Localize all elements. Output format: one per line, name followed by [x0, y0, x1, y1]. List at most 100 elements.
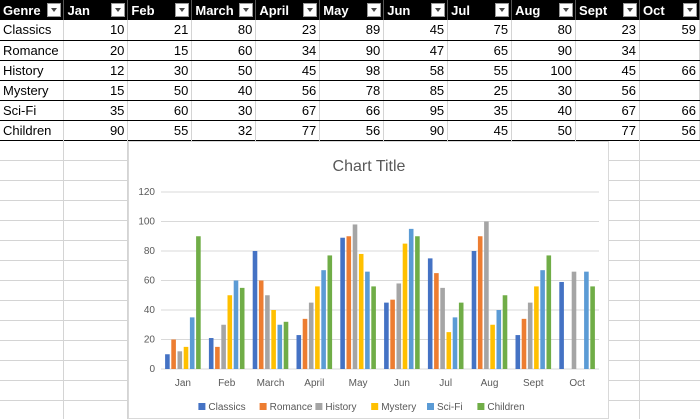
- value-cell[interactable]: 21: [127, 20, 193, 41]
- value-cell[interactable]: 45: [255, 60, 321, 81]
- value-cell[interactable]: 56: [639, 120, 700, 141]
- value-cell[interactable]: 66: [639, 100, 700, 121]
- bar-children-aug[interactable]: [502, 295, 508, 369]
- bar-classics-jan[interactable]: [165, 354, 170, 369]
- bar-classics-april[interactable]: [296, 335, 302, 369]
- bar-classics-jul[interactable]: [427, 258, 433, 369]
- value-cell[interactable]: 45: [575, 60, 640, 81]
- value-cell[interactable]: 90: [511, 40, 577, 61]
- bar-children-feb[interactable]: [239, 287, 245, 369]
- bar-romance-april[interactable]: [302, 318, 308, 369]
- bar-children-march[interactable]: [283, 321, 289, 369]
- bar-mystery-feb[interactable]: [227, 295, 233, 369]
- bar-history-jun[interactable]: [396, 283, 402, 369]
- genre-cell[interactable]: Classics: [0, 20, 65, 41]
- value-cell[interactable]: 40: [511, 100, 577, 121]
- bar-classics-feb[interactable]: [208, 338, 214, 369]
- value-cell[interactable]: 35: [63, 100, 129, 121]
- value-cell[interactable]: 58: [383, 60, 449, 81]
- filter-dropdown-icon[interactable]: [683, 3, 697, 17]
- value-cell[interactable]: 95: [383, 100, 449, 121]
- value-cell[interactable]: 15: [127, 40, 193, 61]
- bar-history-feb[interactable]: [221, 324, 226, 369]
- bar-sci-fi-march[interactable]: [277, 324, 283, 369]
- bar-mystery-aug[interactable]: [490, 324, 495, 369]
- value-cell[interactable]: 23: [575, 20, 640, 41]
- bar-sci-fi-may[interactable]: [365, 271, 370, 369]
- value-cell[interactable]: 77: [575, 120, 640, 141]
- bar-mystery-april[interactable]: [315, 286, 320, 369]
- bar-romance-jan[interactable]: [171, 339, 176, 370]
- value-cell[interactable]: 59: [639, 20, 700, 41]
- filter-dropdown-icon[interactable]: [47, 3, 62, 17]
- value-cell[interactable]: 80: [191, 20, 257, 41]
- value-cell[interactable]: [639, 80, 700, 101]
- bar-history-april[interactable]: [308, 302, 314, 369]
- value-cell[interactable]: 45: [447, 120, 513, 141]
- bar-classics-aug[interactable]: [471, 251, 477, 369]
- value-cell[interactable]: 77: [255, 120, 321, 141]
- bar-romance-sept[interactable]: [521, 318, 527, 369]
- filter-dropdown-icon[interactable]: [495, 3, 510, 17]
- value-cell[interactable]: 10: [63, 20, 129, 41]
- filter-dropdown-icon[interactable]: [431, 3, 446, 17]
- bar-children-jul[interactable]: [458, 302, 464, 369]
- value-cell[interactable]: 100: [511, 60, 577, 81]
- value-cell[interactable]: 56: [255, 80, 321, 101]
- filter-dropdown-icon[interactable]: [239, 3, 254, 17]
- bar-history-may[interactable]: [352, 224, 358, 369]
- value-cell[interactable]: 12: [63, 60, 129, 81]
- value-cell[interactable]: 32: [191, 120, 257, 141]
- bar-classics-may[interactable]: [340, 237, 345, 369]
- bar-sci-fi-sept[interactable]: [540, 270, 545, 369]
- value-cell[interactable]: 66: [319, 100, 385, 121]
- genre-cell[interactable]: Mystery: [0, 80, 65, 101]
- bar-mystery-jan[interactable]: [183, 346, 189, 369]
- bar-classics-jun[interactable]: [384, 302, 389, 369]
- value-cell[interactable]: [639, 40, 700, 61]
- bar-romance-may[interactable]: [346, 236, 352, 369]
- bar-romance-aug[interactable]: [477, 236, 483, 369]
- value-cell[interactable]: 66: [639, 60, 700, 81]
- value-cell[interactable]: 47: [383, 40, 449, 61]
- value-cell[interactable]: 56: [319, 120, 385, 141]
- bar-mystery-march[interactable]: [271, 310, 276, 369]
- bar-classics-march[interactable]: [252, 251, 258, 369]
- value-cell[interactable]: 60: [191, 40, 257, 61]
- bar-sci-fi-jun[interactable]: [408, 228, 414, 369]
- bar-classics-sept[interactable]: [515, 335, 521, 369]
- value-cell[interactable]: 56: [575, 80, 640, 101]
- value-cell[interactable]: 40: [191, 80, 257, 101]
- value-cell[interactable]: 90: [319, 40, 385, 61]
- value-cell[interactable]: 34: [575, 40, 640, 61]
- bar-history-sept[interactable]: [527, 302, 533, 369]
- bar-children-sept[interactable]: [546, 255, 552, 369]
- genre-cell[interactable]: Romance: [0, 40, 65, 61]
- value-cell[interactable]: 90: [63, 120, 129, 141]
- filter-dropdown-icon[interactable]: [111, 3, 126, 17]
- value-cell[interactable]: 60: [127, 100, 193, 121]
- genre-cell[interactable]: Sci-Fi: [0, 100, 65, 121]
- genre-cell[interactable]: History: [0, 60, 65, 81]
- filter-dropdown-icon[interactable]: [303, 3, 318, 17]
- filter-dropdown-icon[interactable]: [622, 3, 637, 17]
- bar-mystery-sept[interactable]: [534, 286, 539, 369]
- value-cell[interactable]: 98: [319, 60, 385, 81]
- bar-children-jan[interactable]: [196, 236, 201, 369]
- value-cell[interactable]: 35: [447, 100, 513, 121]
- bar-romance-jun[interactable]: [390, 299, 395, 369]
- bar-history-march[interactable]: [265, 295, 270, 369]
- bar-history-oct[interactable]: [571, 271, 577, 369]
- bar-children-may[interactable]: [371, 286, 376, 369]
- bar-history-aug[interactable]: [484, 221, 489, 370]
- bar-mystery-may[interactable]: [358, 253, 364, 369]
- chart-title[interactable]: Chart Title: [333, 158, 406, 175]
- value-cell[interactable]: 23: [255, 20, 321, 41]
- bar-sci-fi-aug[interactable]: [496, 310, 502, 369]
- value-cell[interactable]: 50: [511, 120, 577, 141]
- bar-sci-fi-jul[interactable]: [452, 317, 458, 369]
- bar-mystery-jul[interactable]: [446, 332, 452, 369]
- value-cell[interactable]: 30: [127, 60, 193, 81]
- column-chart[interactable]: Chart Title 0 20 40 60 80 100 120 Jan Feb March A…: [128, 141, 609, 419]
- value-cell[interactable]: 80: [511, 20, 577, 41]
